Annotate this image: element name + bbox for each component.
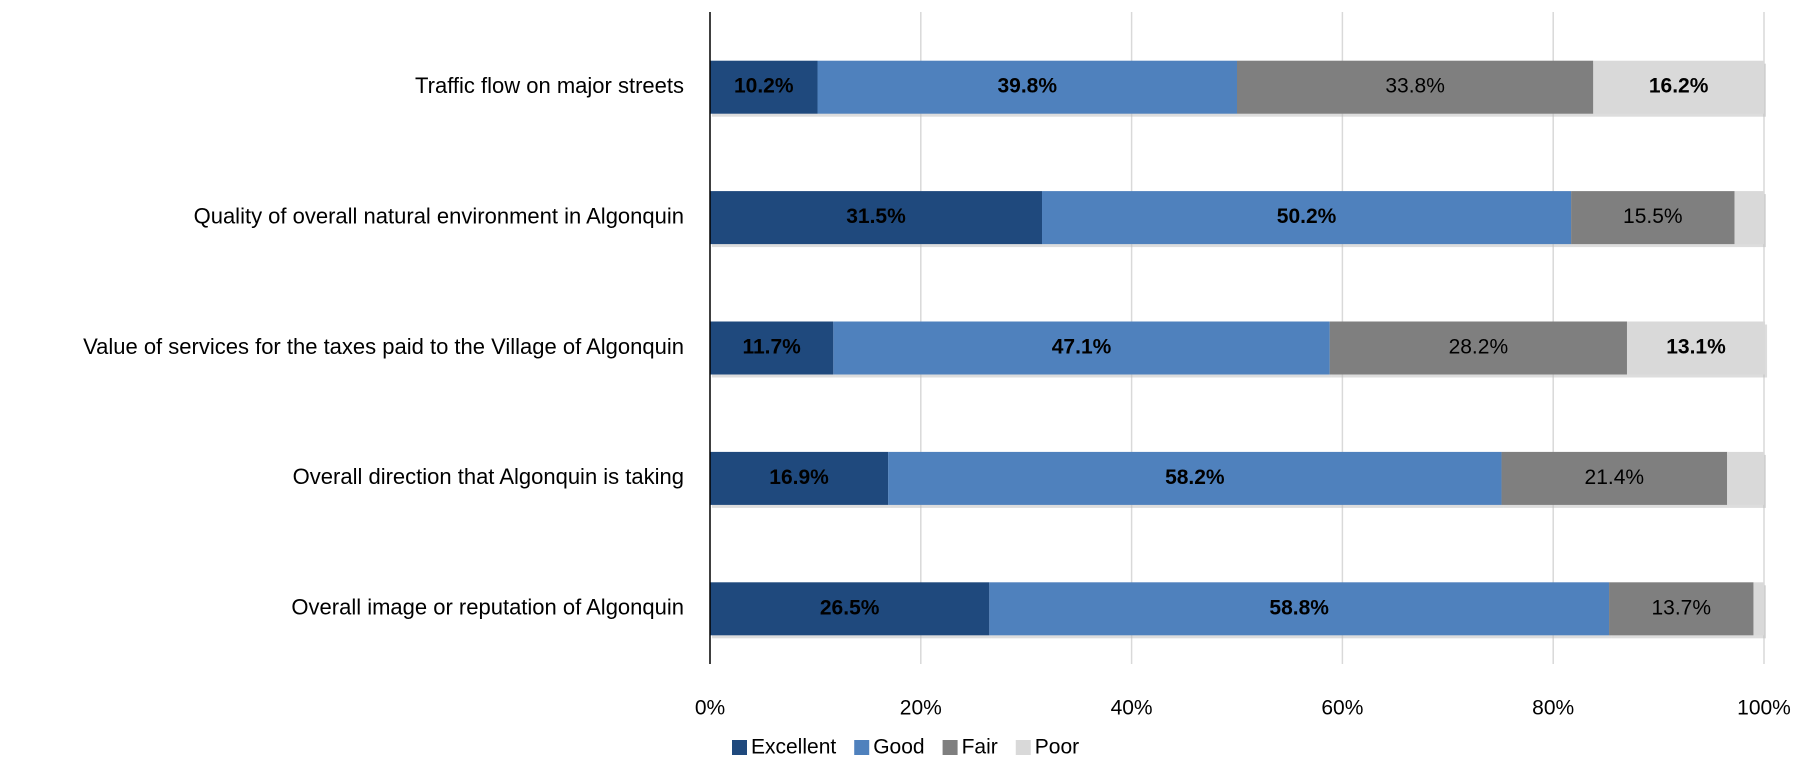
bar-segment xyxy=(710,191,1043,245)
bar-segment xyxy=(1042,191,1572,245)
bar-segment xyxy=(1501,451,1728,505)
x-tick-label: 100% xyxy=(1737,697,1791,720)
data-label: 28.2% xyxy=(1449,336,1509,359)
bar-segment xyxy=(1237,60,1594,114)
legend-swatch xyxy=(854,740,870,755)
category-label: Overall image or reputation of Algonquin xyxy=(291,595,684,620)
legend-swatch xyxy=(1015,740,1031,755)
bar-segment xyxy=(1753,582,1764,636)
legend-label: Poor xyxy=(1035,736,1079,759)
bar-segment xyxy=(1593,60,1764,114)
data-label: 13.1% xyxy=(1666,336,1726,359)
bar-segment xyxy=(710,451,889,505)
legend-label: Good xyxy=(873,736,924,759)
data-label: 33.8% xyxy=(1385,75,1445,98)
legend-swatch xyxy=(942,740,958,755)
bar-segment xyxy=(710,582,990,636)
x-tick-label: 60% xyxy=(1321,697,1363,720)
category-label: Traffic flow on major streets xyxy=(415,73,684,98)
legend-label: Excellent xyxy=(751,736,836,759)
data-label: 39.8% xyxy=(997,75,1057,98)
bar-segment xyxy=(710,321,834,375)
legend-swatch xyxy=(732,740,747,755)
data-label: 31.5% xyxy=(846,205,906,228)
data-label: 26.5% xyxy=(820,596,880,619)
data-label: 10.2% xyxy=(734,75,794,98)
data-label: 16.9% xyxy=(769,466,829,489)
x-tick-label: 40% xyxy=(1111,697,1153,720)
data-label: 16.2% xyxy=(1649,75,1709,98)
data-label: 47.1% xyxy=(1052,336,1112,359)
x-tick-label: 20% xyxy=(900,697,942,720)
category-label: Value of services for the taxes paid to … xyxy=(83,334,684,359)
bar-segment xyxy=(888,451,1502,505)
data-label: 11.7% xyxy=(742,336,801,359)
bar-segment xyxy=(817,60,1237,114)
data-label: 50.2% xyxy=(1277,205,1337,228)
bar-segment xyxy=(1727,451,1764,505)
legend-label: Fair xyxy=(962,736,998,759)
data-label: 21.4% xyxy=(1585,466,1645,489)
bar-segment xyxy=(833,321,1330,375)
data-label: 13.7% xyxy=(1651,596,1711,619)
data-label: 58.2% xyxy=(1165,466,1225,489)
category-label: Overall direction that Algonquin is taki… xyxy=(293,464,684,489)
x-tick-label: 0% xyxy=(695,697,725,720)
data-label: 58.8% xyxy=(1269,596,1329,619)
bar-segment xyxy=(1734,191,1764,245)
bar-segment xyxy=(1609,582,1754,636)
x-tick-label: 80% xyxy=(1532,697,1574,720)
category-label: Quality of overall natural environment i… xyxy=(194,203,684,228)
bar-segment xyxy=(710,60,818,114)
bar-segment xyxy=(1571,191,1735,245)
data-label: 15.5% xyxy=(1623,205,1683,228)
bar-segment xyxy=(1329,321,1627,375)
bar-segment xyxy=(989,582,1610,636)
bar-segment xyxy=(1626,321,1766,375)
